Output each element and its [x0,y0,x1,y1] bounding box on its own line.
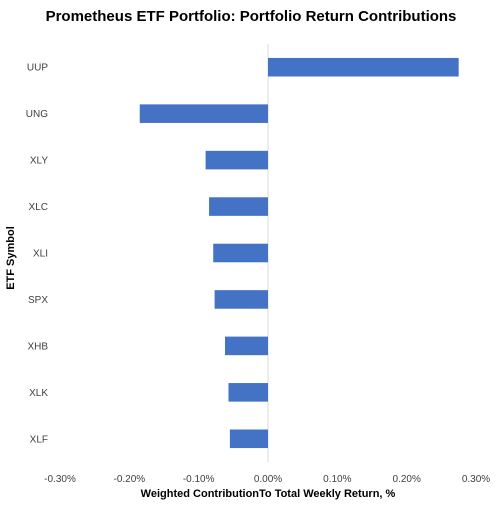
y-tick-label: XHB [27,341,48,352]
x-tick-label: -0.10% [183,474,215,485]
x-tick-label: 0.20% [392,474,420,485]
x-tick-label: -0.20% [113,474,145,485]
x-tick-label: -0.30% [44,474,76,485]
bar-xhb [225,336,268,356]
bar-xli [213,243,268,263]
y-tick-label: XLC [29,202,48,213]
y-tick-label: XLF [30,434,48,445]
x-tick-label: 0.30% [462,474,490,485]
x-tick-label: 0.10% [323,474,351,485]
bar-spx [214,290,268,309]
bar-uup [268,57,459,77]
bar-xlk [228,383,268,402]
bar-xlc [209,197,268,216]
bar-xlf [229,429,268,449]
x-tick-label: 0.00% [254,474,282,485]
y-tick-label: UNG [26,109,48,120]
y-tick-label: SPX [28,295,48,306]
chart-title: Prometheus ETF Portfolio: Portfolio Retu… [45,8,457,25]
y-tick-label: UUP [27,63,48,74]
bar-xly [205,150,268,170]
y-tick-label: XLY [30,156,48,167]
x-axis-title: Weighted ContributionTo Total Weekly Ret… [140,488,396,500]
y-tick-label: XLK [29,388,48,399]
y-tick-label: XLI [33,249,48,260]
bar-ung [139,104,268,123]
